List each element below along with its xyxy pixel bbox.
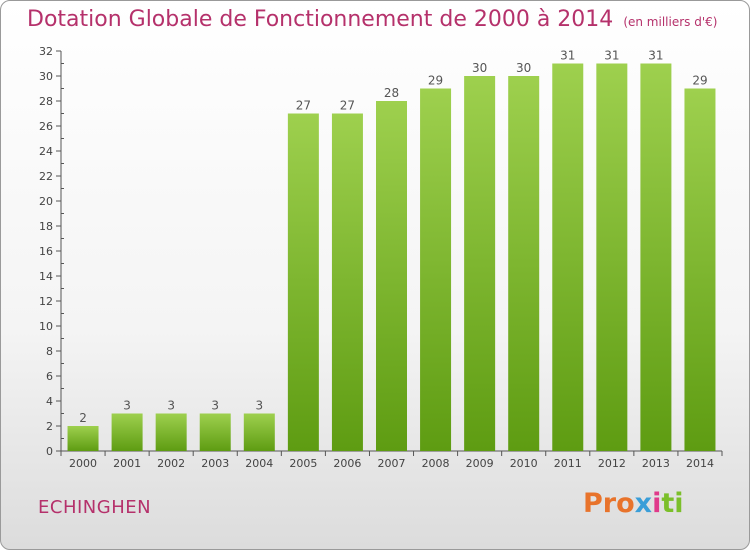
y-tick-label: 18 xyxy=(39,220,53,233)
data-label-2007: 28 xyxy=(384,86,399,100)
y-tick-label: 32 xyxy=(39,45,53,58)
y-tick-label: 30 xyxy=(39,70,53,83)
y-tick-label: 22 xyxy=(39,170,53,183)
commune-name: ECHINGHEN xyxy=(38,497,152,518)
logo-part-1: Pro xyxy=(583,488,635,519)
bar-2005 xyxy=(287,113,319,451)
bar-2001 xyxy=(111,413,143,451)
x-tick-label-2011: 2011 xyxy=(554,457,582,470)
y-tick-label: 4 xyxy=(46,395,53,408)
chart-unit: (en milliers d'€) xyxy=(623,15,718,29)
data-labels: 2 3 3 3 3 27 27 28 29 30 30 31 31 31 29 xyxy=(79,49,707,426)
proxiti-logo: Proxiti xyxy=(583,488,684,519)
x-tick-label-2008: 2008 xyxy=(422,457,450,470)
logo-part-4: ti xyxy=(661,488,684,519)
data-label-2010: 30 xyxy=(516,61,531,75)
bar-2010 xyxy=(508,76,540,451)
x-tick-label-2013: 2013 xyxy=(642,457,670,470)
y-tick-label: 2 xyxy=(46,420,53,433)
bar-2007 xyxy=(376,101,407,451)
chart-title-text: Dotation Globale de Fonctionnement de 20… xyxy=(27,7,614,32)
logo-part-2: x xyxy=(634,488,653,519)
x-tick-label-2009: 2009 xyxy=(466,457,494,470)
y-tick-label: 24 xyxy=(39,145,53,158)
x-tick-label-2006: 2006 xyxy=(333,457,361,470)
data-label-2000: 2 xyxy=(79,411,87,425)
bar-2013 xyxy=(640,63,672,451)
data-label-2003: 3 xyxy=(211,399,219,413)
data-label-2005: 27 xyxy=(296,99,311,113)
y-tick-label: 14 xyxy=(39,270,53,283)
bar-2003 xyxy=(199,413,231,451)
data-label-2006: 27 xyxy=(340,99,355,113)
x-tick-label-2007: 2007 xyxy=(378,457,406,470)
data-label-2014: 29 xyxy=(692,74,707,88)
bar-2008 xyxy=(420,88,452,451)
y-tick-label: 26 xyxy=(39,120,53,133)
y-tick-label: 0 xyxy=(46,445,53,458)
bar-2004 xyxy=(243,413,275,451)
y-tick-label: 6 xyxy=(46,370,53,383)
data-label-2009: 30 xyxy=(472,61,487,75)
y-tick-label: 16 xyxy=(39,245,53,258)
y-tick-label: 10 xyxy=(39,320,53,333)
bar-2009 xyxy=(464,76,496,451)
data-label-2001: 3 xyxy=(123,399,131,413)
chart-title: Dotation Globale de Fonctionnement de 20… xyxy=(27,7,717,32)
x-tick-label-2002: 2002 xyxy=(157,457,185,470)
x-tick-label-2014: 2014 xyxy=(686,457,714,470)
bar-2000 xyxy=(67,426,99,451)
bar-2002 xyxy=(155,413,187,451)
x-tick-label-2003: 2003 xyxy=(201,457,229,470)
x-tick-label-2012: 2012 xyxy=(598,457,626,470)
data-label-2002: 3 xyxy=(167,399,175,413)
bars xyxy=(67,63,716,451)
x-tick-label-2001: 2001 xyxy=(113,457,141,470)
y-tick-label: 8 xyxy=(46,345,53,358)
data-label-2011: 31 xyxy=(560,49,575,63)
data-label-2012: 31 xyxy=(604,49,619,63)
y-tick-label: 20 xyxy=(39,195,53,208)
x-tick-label-2010: 2010 xyxy=(510,457,538,470)
bar-2012 xyxy=(596,63,628,451)
y-tick-label: 12 xyxy=(39,295,53,308)
x-tick-label-2005: 2005 xyxy=(289,457,317,470)
y-tick-label: 28 xyxy=(39,95,53,108)
x-tick-label-2000: 2000 xyxy=(69,457,97,470)
logo-part-3: i xyxy=(652,488,662,519)
bar-2006 xyxy=(331,113,363,451)
bar-2014 xyxy=(684,88,716,451)
data-label-2004: 3 xyxy=(255,399,263,413)
data-label-2013: 31 xyxy=(648,49,663,63)
x-tick-label-2004: 2004 xyxy=(245,457,273,470)
data-label-2008: 29 xyxy=(428,74,443,88)
bar-2011 xyxy=(552,63,584,451)
